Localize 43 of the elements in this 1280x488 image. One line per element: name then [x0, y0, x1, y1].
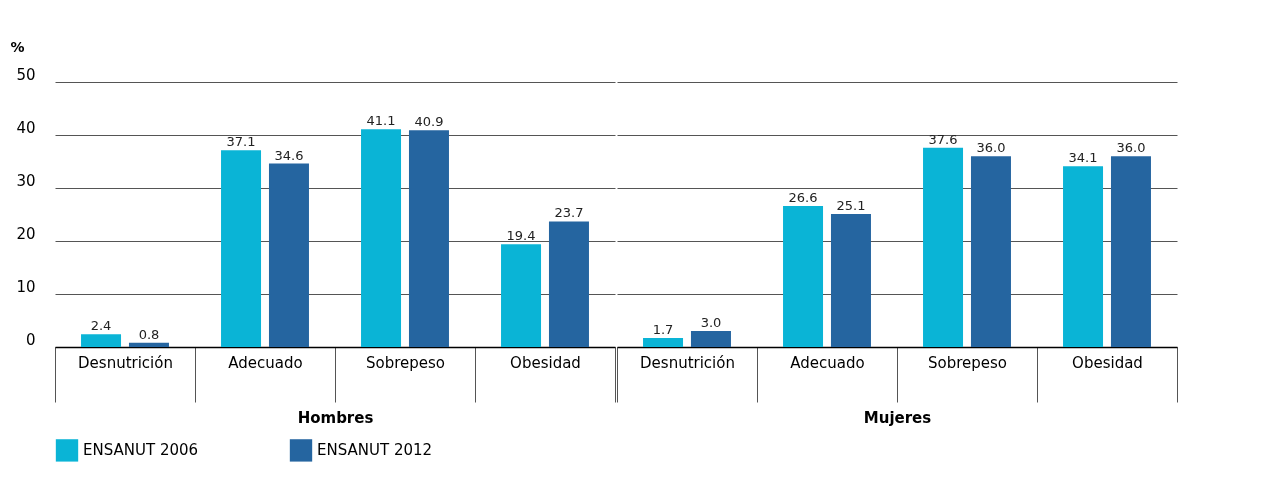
legend-label: ENSANUT 2006 — [83, 441, 199, 460]
bar — [923, 147, 964, 347]
data-label: 37.1 — [226, 134, 256, 150]
x-tick-label: Sobrepeso — [365, 353, 446, 372]
data-label: 26.6 — [788, 190, 818, 206]
bar — [1110, 156, 1151, 347]
x-tick-label: Obesidad — [510, 353, 581, 372]
x-tick-label: Adecuado — [790, 353, 865, 372]
y-axis-title: % — [10, 38, 25, 55]
y-tick-label: 10 — [16, 277, 36, 296]
y-tick-label: 50 — [16, 65, 36, 84]
data-label: 2.4 — [90, 318, 112, 334]
legend-label: ENSANUT 2012 — [317, 441, 433, 460]
bar — [970, 156, 1011, 347]
y-tick-label: 30 — [16, 171, 36, 190]
bar — [643, 337, 684, 347]
bar — [830, 213, 871, 347]
data-label: 40.9 — [414, 114, 444, 130]
x-tick-label: Desnutrición — [78, 353, 173, 372]
data-label: 0.8 — [138, 326, 160, 342]
x-tick-label: Obesidad — [1072, 353, 1143, 372]
x-tick-label: Desnutrición — [640, 353, 735, 372]
data-label: 36.0 — [976, 140, 1006, 156]
bar — [1063, 166, 1104, 347]
data-label: 1.7 — [652, 321, 674, 337]
data-label: 19.4 — [506, 228, 536, 244]
y-tick-label: 0 — [25, 330, 36, 349]
x-axis-title: Hombres — [297, 409, 374, 427]
y-tick-label: 20 — [16, 224, 36, 243]
data-label: 34.1 — [1068, 150, 1098, 166]
data-label: 36.0 — [1116, 140, 1146, 156]
data-label: 3.0 — [700, 315, 722, 331]
data-label: 41.1 — [366, 113, 396, 129]
data-label: 23.7 — [554, 205, 584, 221]
x-tick-label: Sobrepeso — [927, 353, 1008, 372]
y-tick-label: 40 — [16, 118, 36, 137]
data-label: 25.1 — [836, 197, 866, 213]
data-label: 34.6 — [274, 147, 304, 163]
bar — [783, 206, 824, 347]
data-label: 37.6 — [928, 131, 958, 147]
bar — [690, 331, 731, 347]
x-axis-title: Mujeres — [863, 409, 932, 427]
x-tick-label: Adecuado — [228, 353, 303, 372]
